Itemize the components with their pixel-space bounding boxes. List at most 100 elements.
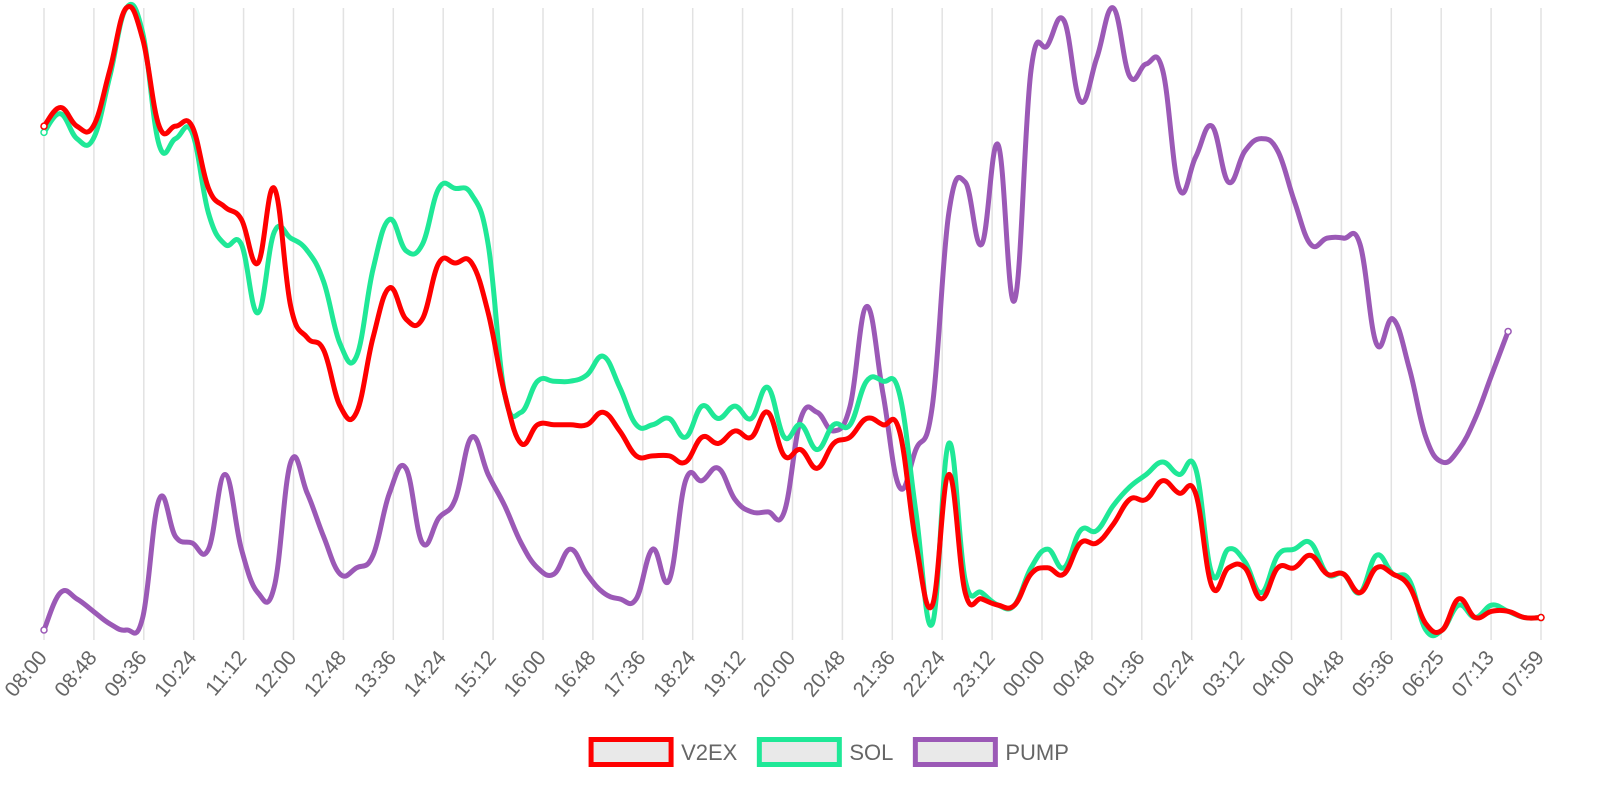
data-point-v2ex (1045, 565, 1050, 570)
data-point-sol (551, 379, 557, 384)
data-point-pump (1143, 61, 1149, 67)
data-point-v2ex (1308, 553, 1313, 558)
data-point-v2ex (897, 428, 902, 434)
data-point-v2ex (979, 596, 984, 602)
data-point-sol (634, 422, 639, 427)
data-point-v2ex (1209, 584, 1215, 589)
data-point-sol (601, 354, 606, 359)
data-point-sol (1308, 540, 1313, 546)
x-tick-label: 01:36 (1098, 646, 1149, 701)
legend-label-sol: SOL (849, 740, 893, 765)
data-point-v2ex (568, 422, 573, 427)
legend-item-pump[interactable]: PUMP (912, 737, 1069, 767)
data-point-pump (124, 627, 129, 633)
data-point-pump (1504, 327, 1512, 336)
data-point-pump (716, 466, 721, 471)
data-point-v2ex (124, 5, 129, 11)
x-tick-label: 22:24 (899, 646, 951, 701)
data-point-v2ex (1537, 613, 1545, 622)
data-point-v2ex (420, 316, 425, 322)
data-point-sol (535, 379, 540, 384)
data-point-pump (1390, 316, 1396, 322)
data-point-v2ex (288, 304, 293, 309)
x-tick-label: 03:12 (1198, 646, 1249, 701)
data-point-pump (897, 484, 902, 490)
data-point-v2ex (354, 410, 359, 415)
data-point-v2ex (551, 422, 557, 427)
data-point-sol (40, 128, 48, 137)
x-tick-label: 14:24 (400, 646, 452, 701)
data-point-sol (321, 279, 326, 284)
data-point-sol (420, 242, 425, 247)
x-tick-label: 15:12 (450, 646, 501, 701)
data-point-v2ex (58, 105, 63, 110)
data-point-sol (584, 372, 590, 378)
data-point-pump (156, 497, 162, 502)
x-tick-label: 20:00 (749, 646, 800, 701)
data-point-v2ex (1440, 627, 1445, 633)
data-point-v2ex (847, 434, 853, 440)
data-point-v2ex (91, 123, 96, 129)
data-point-pump (880, 391, 886, 396)
data-point-pump (1242, 148, 1248, 154)
data-point-pump (206, 546, 211, 552)
data-point-sol (1259, 590, 1264, 595)
legend-swatch-pump (912, 737, 998, 767)
data-point-pump (1489, 372, 1494, 378)
x-tick-label: 20:48 (799, 646, 850, 701)
data-point-pump (584, 571, 590, 577)
data-point-pump (1209, 123, 1215, 129)
data-point-v2ex (1111, 522, 1116, 527)
data-point-pump (40, 626, 48, 634)
data-point-v2ex (749, 434, 754, 440)
data-point-v2ex (1176, 490, 1182, 496)
data-point-pump (107, 621, 113, 626)
data-point-v2ex (782, 453, 787, 459)
data-point-pump (222, 472, 228, 477)
data-point-sol (305, 248, 310, 253)
x-tick-label: 04:48 (1298, 646, 1349, 701)
x-tick-label: 04:00 (1248, 646, 1299, 701)
data-point-sol (156, 142, 162, 148)
legend-item-sol[interactable]: SOL (756, 737, 893, 767)
data-point-v2ex (173, 123, 178, 129)
data-point-v2ex (601, 410, 606, 415)
data-point-v2ex (683, 459, 688, 465)
data-point-sol (337, 341, 343, 347)
legend-item-v2ex[interactable]: V2EX (588, 737, 738, 767)
data-point-v2ex (864, 416, 869, 421)
data-point-v2ex (946, 472, 951, 477)
x-tick-label: 16:48 (549, 646, 600, 701)
data-point-v2ex (699, 434, 705, 440)
data-point-sol (354, 354, 359, 359)
x-tick-label: 06:25 (1398, 646, 1449, 701)
data-point-pump (420, 540, 425, 546)
data-point-v2ex (518, 441, 524, 446)
data-point-sol (979, 590, 984, 595)
data-point-sol (1456, 602, 1461, 608)
data-point-v2ex (995, 602, 1001, 608)
data-point-sol (946, 441, 951, 446)
data-point-v2ex (1193, 490, 1198, 496)
data-point-v2ex (107, 68, 113, 73)
data-point-sol (1160, 459, 1165, 465)
data-point-v2ex (1505, 609, 1511, 614)
data-point-v2ex (814, 466, 820, 471)
data-point-sol (206, 211, 211, 216)
gridlines (43, 8, 1542, 640)
data-point-v2ex (272, 186, 277, 191)
series-pump (40, 5, 1512, 636)
data-point-sol (1094, 528, 1100, 533)
data-point-pump (1456, 447, 1461, 452)
data-point-v2ex (387, 285, 392, 291)
data-point-v2ex (1094, 540, 1100, 546)
data-point-sol (173, 136, 178, 141)
data-point-v2ex (1226, 565, 1231, 570)
data-point-sol (255, 310, 261, 315)
data-point-pump (173, 534, 178, 539)
x-tick-label: 12:00 (250, 646, 301, 701)
data-point-v2ex (1292, 565, 1297, 570)
data-point-pump (58, 590, 63, 595)
data-point-sol (1193, 466, 1198, 471)
data-point-pump (354, 565, 359, 570)
